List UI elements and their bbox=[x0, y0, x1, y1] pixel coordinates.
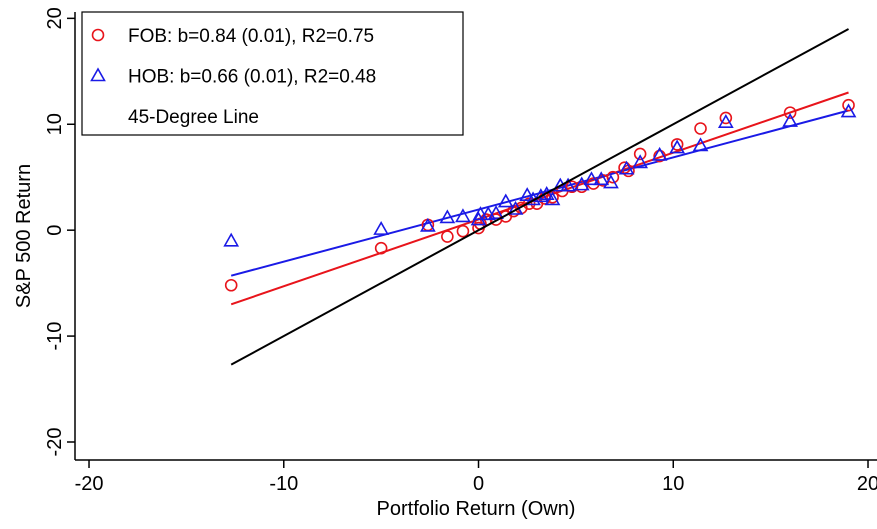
x-axis-label: Portfolio Return (Own) bbox=[377, 498, 576, 520]
point bbox=[439, 209, 456, 224]
x-tick-label: -10 bbox=[269, 473, 298, 495]
point bbox=[717, 114, 734, 128]
x-tick-label: 10 bbox=[662, 473, 684, 495]
point bbox=[224, 278, 238, 292]
point bbox=[593, 171, 610, 186]
point bbox=[583, 171, 600, 186]
point bbox=[538, 186, 555, 200]
point bbox=[603, 174, 619, 189]
point bbox=[669, 139, 686, 154]
y-tick-label: 0 bbox=[44, 225, 66, 236]
legend-marker bbox=[91, 28, 105, 42]
point bbox=[472, 206, 489, 221]
y-tick-label: 20 bbox=[44, 7, 66, 29]
y-tick-label: -20 bbox=[44, 428, 66, 457]
point bbox=[488, 205, 504, 220]
point bbox=[606, 170, 620, 184]
point bbox=[651, 146, 668, 161]
y-tick-label: 10 bbox=[44, 113, 66, 135]
y-axis-label: S&P 500 Return bbox=[13, 164, 35, 308]
point bbox=[783, 106, 797, 119]
point bbox=[374, 241, 388, 255]
x-tick-label: -20 bbox=[75, 473, 104, 495]
plot-area bbox=[223, 28, 857, 366]
legend-box bbox=[81, 11, 464, 136]
point bbox=[441, 230, 454, 243]
x-tick-label: 0 bbox=[473, 473, 484, 495]
point bbox=[497, 193, 514, 208]
point bbox=[692, 137, 709, 152]
point bbox=[223, 232, 240, 247]
point bbox=[632, 154, 649, 169]
legend-marker bbox=[90, 67, 106, 82]
legend-label: FOB: b=0.84 (0.01), R2=0.75 bbox=[128, 26, 374, 47]
point bbox=[633, 147, 647, 161]
point bbox=[670, 138, 684, 151]
point bbox=[653, 149, 666, 163]
point bbox=[373, 220, 390, 235]
point bbox=[719, 111, 733, 125]
point bbox=[694, 122, 707, 135]
point bbox=[840, 103, 857, 118]
point bbox=[842, 98, 855, 112]
point bbox=[544, 191, 561, 206]
x-tick-label: 20 bbox=[857, 473, 877, 495]
point bbox=[455, 208, 471, 223]
point bbox=[782, 112, 798, 127]
point bbox=[519, 187, 536, 202]
point bbox=[618, 160, 635, 175]
point bbox=[456, 224, 470, 238]
legend-label: 45-Degree Line bbox=[128, 107, 259, 128]
point bbox=[420, 217, 436, 232]
point bbox=[560, 177, 576, 192]
y-tick-label: -10 bbox=[44, 322, 66, 351]
legend-label: HOB: b=0.66 (0.01), R2=0.48 bbox=[128, 67, 376, 88]
reference-line bbox=[230, 28, 850, 366]
legend: FOB: b=0.84 (0.01), R2=0.75 HOB: b=0.66 (… bbox=[81, 11, 464, 136]
